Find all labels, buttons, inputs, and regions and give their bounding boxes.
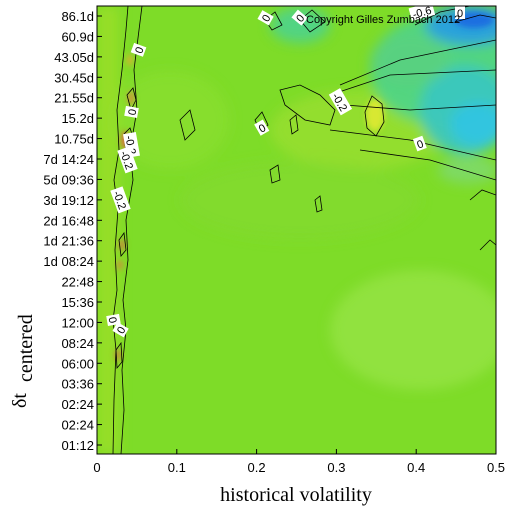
svg-text:0: 0 bbox=[127, 108, 140, 116]
contour-label: -0.6 bbox=[408, 5, 436, 22]
x-tick-label: 0.3 bbox=[327, 460, 345, 475]
y-axis: 01:12 02:24 02:24 03:36 06:00 08:24 12:00 15:36… bbox=[43, 9, 102, 453]
y-axis-title: δt centered bbox=[9, 314, 37, 408]
y-tick-label: 12:00 bbox=[61, 315, 94, 330]
x-axis-title: historical volatility bbox=[220, 484, 372, 506]
y-tick-label: 1d 21:36 bbox=[43, 234, 94, 249]
y-tick-label: 3d 19:12 bbox=[43, 193, 94, 208]
contour-label: 0 bbox=[254, 119, 270, 136]
y-tick-label: 06:00 bbox=[61, 356, 94, 371]
y-tick-label: 1d 08:24 bbox=[43, 254, 94, 269]
x-tick-label: 0.5 bbox=[487, 460, 505, 475]
y-tick-label: 22:48 bbox=[61, 275, 94, 290]
x-axis: 0 0.1 0.2 0.3 0.4 0.5 bbox=[93, 449, 505, 475]
y-tick-label: 01:12 bbox=[61, 438, 94, 453]
x-tick-label: 0.2 bbox=[248, 460, 266, 475]
contour-label: 0 bbox=[124, 105, 140, 118]
y-tick-label: 02:24 bbox=[61, 418, 94, 433]
contour-label: 0 bbox=[112, 322, 129, 338]
contour-label: 0 bbox=[130, 42, 147, 57]
y-tick-label: 60.9d bbox=[61, 29, 94, 44]
svg-text:0: 0 bbox=[260, 13, 273, 24]
y-tick-label: 86.1d bbox=[61, 9, 94, 24]
x-tick-label: 0.1 bbox=[168, 460, 186, 475]
y-tick-label: 08:24 bbox=[61, 336, 94, 351]
y-tick-label: 10.75d bbox=[54, 132, 94, 147]
y-tick-label: 30.45d bbox=[54, 70, 94, 85]
x-tick-label: 0.4 bbox=[407, 460, 425, 475]
y-tick-label: 2d 16:48 bbox=[43, 213, 94, 228]
y-tick-label: 43.05d bbox=[54, 50, 94, 65]
svg-text:0: 0 bbox=[415, 138, 425, 151]
y-tick-label: 15.2d bbox=[61, 111, 94, 126]
copyright-note: Copyright Gilles Zumbach 2012 bbox=[306, 14, 460, 26]
svg-text:0: 0 bbox=[115, 325, 128, 336]
y-tick-label: 21.55d bbox=[54, 91, 94, 106]
svg-text:0: 0 bbox=[457, 8, 463, 20]
y-tick-label: 5d 09:36 bbox=[43, 172, 94, 187]
plot-area: 0 0 -0.6 0 0 -0.2 0 0 0 -0.2 -0.2 0 0 -0… bbox=[97, 5, 496, 454]
plot-frame bbox=[96, 5, 497, 455]
contour-label: 0 bbox=[257, 10, 274, 26]
contour-label: 0 bbox=[291, 9, 308, 26]
svg-text:0: 0 bbox=[257, 122, 268, 135]
heatmap-shading bbox=[97, 6, 496, 454]
y-axis-title-main: δt bbox=[9, 393, 31, 408]
x-tick-label: 0 bbox=[93, 460, 100, 475]
y-tick-label: 02:24 bbox=[61, 397, 94, 412]
y-tick-label: 03:36 bbox=[61, 377, 94, 392]
contour-label: 0 bbox=[412, 135, 427, 152]
contour-label: 0 bbox=[455, 6, 465, 20]
svg-text:-0.6: -0.6 bbox=[412, 5, 433, 22]
y-tick-label: 7d 14:24 bbox=[43, 152, 94, 167]
svg-text:0: 0 bbox=[133, 45, 146, 55]
y-axis-title-subscript: centered bbox=[15, 314, 37, 382]
svg-text:0: 0 bbox=[106, 316, 119, 324]
y-tick-label: 15:36 bbox=[61, 295, 94, 310]
